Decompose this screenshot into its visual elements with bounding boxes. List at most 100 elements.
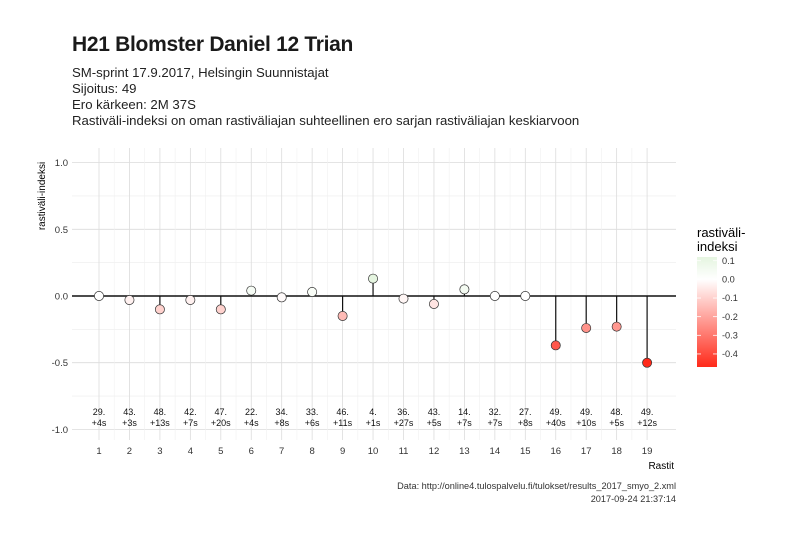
annotation-diff: +12s: [637, 418, 657, 428]
x-tick-label: 4: [188, 446, 193, 457]
annotation-rank: 48.: [154, 407, 167, 417]
legend-color-bar: [697, 257, 717, 367]
annotation-diff: +5s: [609, 418, 624, 428]
x-tick-label: 12: [429, 446, 440, 457]
data-point: [368, 273, 378, 284]
subtitle-event: SM-sprint 17.9.2017, Helsingin Suunnista…: [72, 65, 329, 80]
data-point: [154, 304, 165, 315]
legend-title-line-2: indeksi: [697, 239, 738, 254]
annotation-diff: +7s: [457, 418, 472, 428]
x-tick-label: 10: [368, 446, 379, 457]
annotation-rank: 4.: [369, 407, 377, 417]
annotation-rank: 42.: [184, 407, 197, 417]
lollipop-points: [94, 273, 653, 368]
y-tick-label: 0.5: [55, 225, 68, 236]
legend-title-line-1: rastiväli-: [697, 225, 745, 240]
data-point: [520, 291, 531, 301]
data-point: [94, 291, 104, 301]
data-point: [429, 299, 439, 309]
annotation-diff: +7s: [487, 418, 502, 428]
data-point: [185, 295, 196, 305]
data-point: [246, 285, 257, 296]
subtitle-gap: Ero kärkeen: 2M 37S: [72, 97, 196, 112]
annotation-diff: +11s: [333, 418, 353, 428]
annotation-rank: 34.: [275, 407, 288, 417]
data-point: [276, 292, 287, 303]
annotation-diff: +27s: [394, 418, 414, 428]
annotation-rank: 27.: [519, 407, 532, 417]
data-point: [337, 311, 348, 321]
data-source: Data: http://online4.tulospalvelu.fi/tul…: [397, 481, 676, 491]
x-tick-label: 19: [642, 446, 653, 457]
grid-lines: [72, 148, 676, 440]
annotation-diff: +8s: [518, 418, 533, 428]
x-tick-label: 2: [127, 446, 132, 457]
legend-tick-label: -0.2: [722, 312, 738, 322]
annotation-rank: 43.: [123, 407, 136, 417]
data-point: [459, 284, 470, 295]
x-axis: 1 2 3 4 5 6 7 8 9 10 11 12 13 14 15 16 17 18 19: [96, 446, 652, 457]
control-annotations: 29.+4s43.+3s48.+13s42.+7s47.+20s22.+4s34…: [92, 407, 658, 428]
annotation-rank: 49.: [549, 407, 562, 417]
data-point: [215, 304, 226, 315]
x-tick-label: 14: [490, 446, 501, 457]
y-tick-label: 1.0: [55, 158, 68, 169]
annotation-rank: 36.: [397, 407, 410, 417]
annotation-rank: 49.: [641, 407, 654, 417]
x-tick-label: 9: [340, 446, 345, 457]
annotation-diff: +4s: [92, 418, 107, 428]
x-tick-label: 11: [399, 446, 409, 457]
legend-tick-label: -0.1: [722, 293, 738, 303]
data-point: [307, 287, 318, 297]
annotation-rank: 43.: [428, 407, 441, 417]
x-tick-label: 8: [310, 446, 315, 457]
annotation-diff: +3s: [122, 418, 137, 428]
data-point: [398, 293, 409, 304]
annotation-diff: +1s: [366, 418, 381, 428]
x-tick-label: 7: [279, 446, 284, 457]
annotation-rank: 48.: [610, 407, 623, 417]
data-point: [489, 291, 500, 301]
annotation-rank: 47.: [215, 407, 228, 417]
x-tick-label: 6: [249, 446, 254, 457]
x-tick-label: 16: [550, 446, 561, 457]
annotation-rank: 29.: [93, 407, 106, 417]
annotation-diff: +20s: [211, 418, 231, 428]
x-tick-label: 5: [218, 446, 223, 457]
annotation-diff: +10s: [576, 418, 596, 428]
x-tick-label: 15: [520, 446, 531, 457]
subtitle-description: Rastiväli-indeksi on oman rastiväliajan …: [72, 113, 580, 128]
y-axis-label: rastiväli-indeksi: [37, 162, 48, 230]
annotation-diff: +8s: [274, 418, 289, 428]
annotation-diff: +40s: [546, 418, 566, 428]
legend-tick-label: -0.3: [722, 331, 738, 341]
x-tick-label: 18: [611, 446, 622, 457]
annotation-diff: +6s: [305, 418, 320, 428]
y-axis: 1.0 0.5 0.0 -0.5 -1.0: [52, 158, 68, 436]
y-tick-label: -1.0: [52, 425, 68, 436]
x-tick-label: 17: [581, 446, 592, 457]
legend-tick-label: -0.4: [722, 349, 738, 359]
annotation-diff: +7s: [183, 418, 198, 428]
x-tick-label: 1: [96, 446, 101, 457]
data-point: [550, 340, 561, 351]
legend-tick-label: 0.0: [722, 275, 735, 285]
data-point: [611, 321, 622, 332]
annotation-diff: +5s: [427, 418, 442, 428]
annotation-rank: 33.: [306, 407, 319, 417]
generated-timestamp: 2017-09-24 21:37:14: [590, 494, 676, 504]
annotation-rank: 22.: [245, 407, 258, 417]
annotation-rank: 49.: [580, 407, 593, 417]
x-tick-label: 13: [459, 446, 470, 457]
annotation-rank: 46.: [336, 407, 349, 417]
x-axis-label: Rastit: [648, 461, 674, 472]
data-point: [642, 357, 653, 368]
color-legend: rastiväli- indeksi 0.1 0.0 -0.1 -0.2 -0.3 -0.…: [697, 225, 745, 367]
data-point: [124, 295, 135, 305]
x-tick-label: 3: [157, 446, 162, 457]
legend-tick-label: 0.1: [722, 256, 735, 266]
annotation-rank: 32.: [489, 407, 502, 417]
annotation-diff: +4s: [244, 418, 259, 428]
chart-title: H21 Blomster Daniel 12 Trian: [72, 33, 354, 56]
